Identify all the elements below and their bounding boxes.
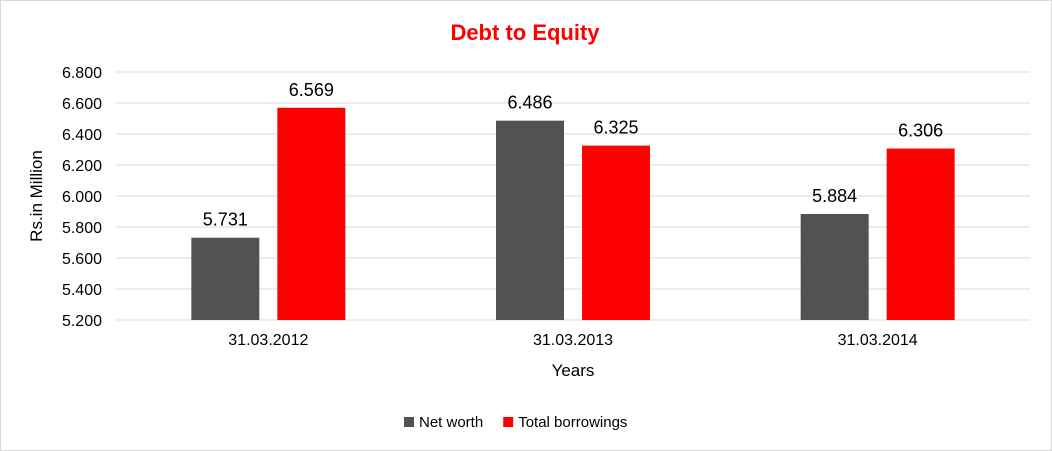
bars — [191, 107, 955, 321]
y-tick-label: 5.600 — [62, 251, 102, 268]
x-axis-label: Years — [552, 361, 595, 380]
y-tick-label: 6.600 — [62, 96, 102, 113]
legend-swatch — [404, 417, 414, 427]
data-label: 6.306 — [898, 121, 943, 141]
y-tick-label: 5.200 — [62, 313, 102, 330]
bar-net-worth — [496, 120, 564, 320]
gridlines — [116, 71, 1030, 321]
x-tick-label: 31.03.2012 — [228, 332, 308, 349]
legend-swatch — [503, 417, 514, 427]
x-tick-label: 31.03.2013 — [533, 332, 613, 349]
bar-net-worth — [191, 237, 260, 320]
chart-title: Debt to Equity — [450, 20, 600, 45]
data-label: 5.731 — [203, 210, 248, 230]
y-tick-label: 5.400 — [62, 282, 102, 299]
data-label: 5.884 — [812, 186, 857, 206]
y-tick-label: 5.800 — [62, 220, 102, 237]
y-axis-label: Rs.in Million — [27, 150, 46, 242]
bar-net-worth — [800, 213, 869, 320]
legend-label: Net worth — [419, 414, 483, 431]
y-tick-label: 6.400 — [62, 127, 102, 144]
y-tick-label: 6.000 — [62, 189, 102, 206]
x-tick-label: 31.03.2014 — [838, 332, 918, 349]
data-labels: 5.731 6.569 6.486 6.325 5.884 6.306 — [203, 80, 943, 230]
data-label: 6.486 — [507, 93, 552, 113]
legend-label: Total borrowings — [518, 414, 627, 431]
y-axis-ticks: 5.200 5.400 5.600 5.800 6.000 6.200 6.400 6.600… — [62, 65, 102, 330]
data-label: 6.569 — [289, 80, 334, 100]
y-tick-label: 6.200 — [62, 158, 102, 175]
x-axis-ticks: 31.03.2012 31.03.2013 31.03.2014 — [228, 332, 918, 349]
y-tick-label: 6.800 — [62, 65, 102, 82]
data-label: 6.325 — [593, 118, 638, 138]
legend: Net worth Total borrowings — [404, 414, 627, 431]
bar-total-borrowings — [582, 145, 650, 320]
bar-total-borrowings — [277, 107, 346, 321]
bar-total-borrowings — [886, 148, 955, 320]
